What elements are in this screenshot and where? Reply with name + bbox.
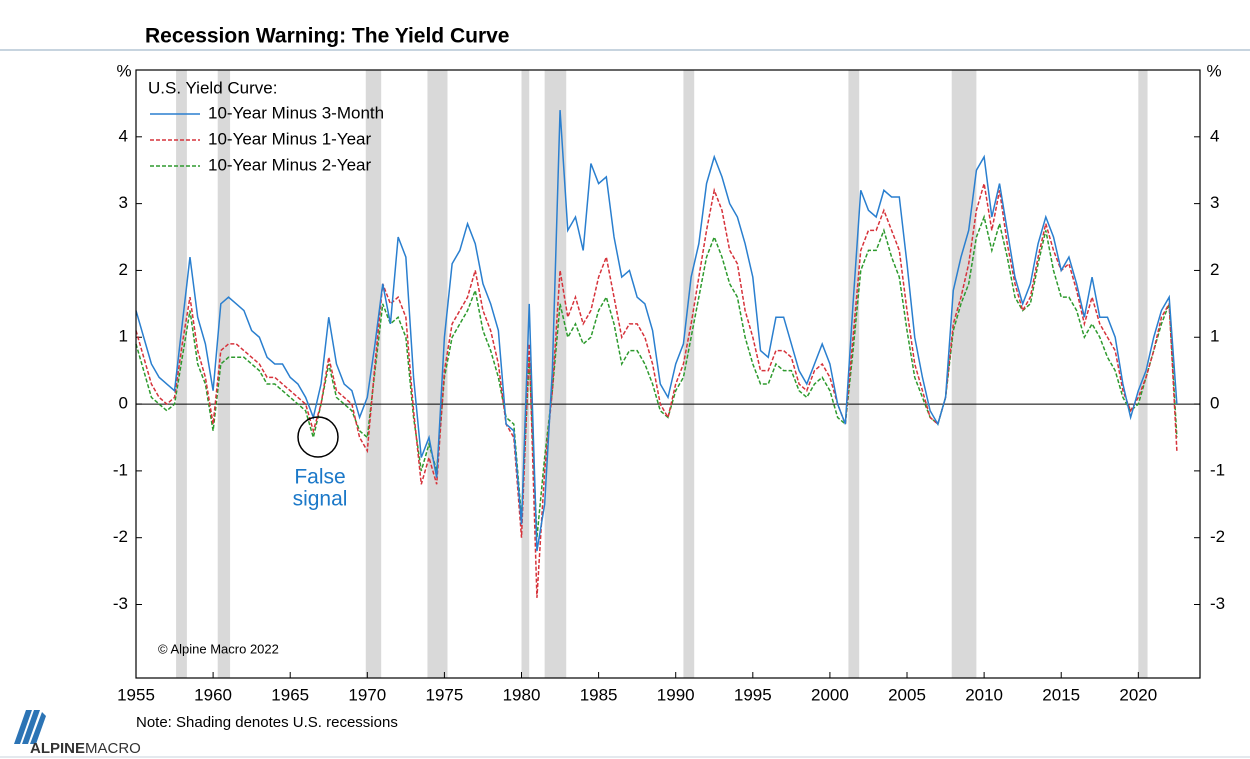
y2-tick-label: 3 (1210, 193, 1219, 212)
recession-band (427, 70, 448, 678)
annotation-circle (297, 416, 339, 458)
x-tick-label: 1990 (657, 685, 695, 704)
chart-title: Recession Warning: The Yield Curve (145, 25, 509, 48)
y2-tick-label: 1 (1210, 327, 1219, 346)
annotation: signal (293, 488, 348, 511)
y2-axis-label: % (1206, 61, 1221, 80)
note: Note: Shading denotes U.S. recessions (136, 714, 398, 731)
y2-tick-label: 0 (1210, 394, 1219, 413)
x-tick-label: 2000 (811, 685, 849, 704)
series-line (135, 110, 1178, 552)
x-tick-label: 1980 (503, 685, 541, 704)
logo (14, 710, 46, 744)
y-axis-label: % (116, 61, 131, 80)
legend-label: 10-Year Minus 1-Year (208, 129, 372, 148)
x-tick-label: 1955 (117, 685, 155, 704)
recession-band (848, 70, 860, 678)
recession-band (683, 70, 695, 678)
x-tick-label: 1960 (194, 685, 232, 704)
brand-part: ALPINE (30, 740, 85, 757)
recession-band (1138, 70, 1148, 678)
y2-tick-label: -3 (1210, 594, 1225, 613)
recession-band (521, 70, 530, 678)
copyright: © Alpine Macro 2022 (158, 641, 279, 656)
legend-label: 10-Year Minus 2-Year (208, 155, 372, 174)
x-tick-label: 2005 (888, 685, 926, 704)
annotation: False (294, 466, 345, 489)
plot-frame (135, 69, 1201, 679)
y-tick-label: 0 (119, 394, 128, 413)
y2-tick-label: -2 (1210, 527, 1225, 546)
brand-part: MACRO (85, 740, 141, 757)
series-line (135, 214, 1178, 538)
x-tick-label: 1995 (734, 685, 772, 704)
recession-band (544, 70, 567, 678)
y2-tick-label: 2 (1210, 260, 1219, 279)
x-tick-label: 1970 (348, 685, 386, 704)
series-line (135, 183, 1178, 598)
x-tick-label: 2010 (965, 685, 1003, 704)
legend-title: U.S. Yield Curve: (148, 78, 277, 97)
x-tick-label: 2015 (1042, 685, 1080, 704)
x-tick-label: 1965 (271, 685, 309, 704)
y-tick-label: 3 (119, 193, 128, 212)
recession-band (176, 70, 187, 678)
recession-band (951, 70, 977, 678)
y-tick-label: -1 (113, 460, 128, 479)
y-tick-label: 1 (119, 327, 128, 346)
y-tick-label: -2 (113, 527, 128, 546)
x-tick-label: 1985 (580, 685, 618, 704)
y-tick-label: 4 (119, 126, 128, 145)
x-tick-label: 1975 (425, 685, 463, 704)
y-tick-label: -3 (113, 594, 128, 613)
recession-band (217, 70, 231, 678)
y-tick-label: 2 (119, 260, 128, 279)
brand: ALPINEMACRO (30, 740, 141, 757)
plot-area: U.S. Yield Curve: 10-Year Minus 3-Month 10… (135, 69, 1201, 679)
y2-tick-label: -1 (1210, 460, 1225, 479)
y2-tick-label: 4 (1210, 126, 1219, 145)
legend-label: 10-Year Minus 3-Month (208, 103, 384, 122)
x-tick-label: 2020 (1119, 685, 1157, 704)
